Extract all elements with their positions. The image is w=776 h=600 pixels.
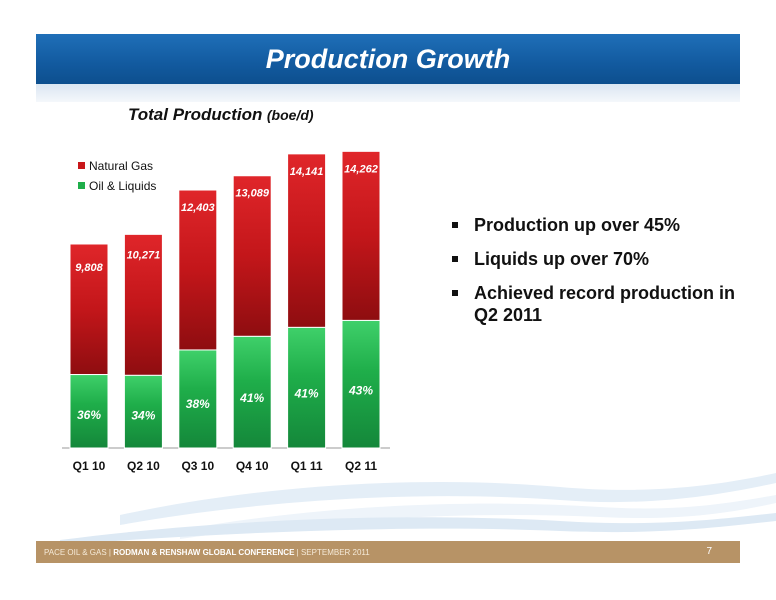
bar-natural-gas — [341, 150, 381, 321]
x-tick-label: Q1 11 — [291, 459, 323, 473]
liquids-share-label: 41% — [294, 387, 319, 401]
bullet-square-icon — [452, 290, 458, 296]
bullet-item: Liquids up over 70% — [452, 248, 742, 270]
total-label: 9,808 — [75, 262, 103, 274]
bullet-text: Liquids up over 70% — [474, 249, 650, 269]
legend-swatch-natural-gas — [78, 162, 85, 169]
chart-title-unit: (boe/d) — [266, 107, 314, 123]
liquids-share-label: 38% — [186, 397, 210, 411]
bullet-square-icon — [452, 222, 458, 228]
liquids-share-label: 43% — [348, 384, 373, 398]
liquids-share-label: 41% — [239, 391, 264, 405]
bullet-text: Achieved record production in Q2 2011 — [474, 283, 736, 325]
bar-oil-liquids — [341, 319, 381, 449]
bullet-item: Achieved record production in Q2 2011 — [452, 282, 742, 326]
total-label: 14,141 — [290, 166, 324, 178]
bar-oil-liquids — [287, 326, 327, 449]
bar-oil-liquids — [69, 374, 109, 449]
page-title: Production Growth — [265, 43, 511, 74]
legend-label-oil-liquids: Oil & Liquids — [89, 179, 156, 193]
total-label: 13,089 — [235, 188, 270, 200]
page-number: 7 — [706, 546, 712, 557]
footer-separator: | — [108, 547, 111, 557]
footer-separator: | — [296, 547, 299, 557]
footer-date: SEPTEMBER 2011 — [300, 547, 370, 557]
subheader-band — [36, 84, 740, 102]
footer-bar: PACE OIL & GAS | RODMAN & RENSHAW GLOBAL… — [36, 541, 740, 563]
legend-label-natural-gas: Natural Gas — [89, 159, 153, 173]
footer-company: PACE OIL & GAS — [44, 547, 107, 557]
liquids-share-label: 36% — [77, 408, 101, 422]
bullet-list: Production up over 45% Liquids up over 7… — [452, 214, 742, 338]
bar-oil-liquids — [123, 374, 163, 449]
bullet-text: Production up over 45% — [474, 215, 681, 235]
chart-title: Total Production (boe/d) — [128, 105, 314, 125]
bullet-item: Production up over 45% — [452, 214, 742, 236]
title-bar: Production Growth — [36, 34, 740, 84]
bar-natural-gas — [287, 153, 327, 328]
bullet-square-icon — [452, 256, 458, 262]
legend-swatch-oil-liquids — [78, 182, 85, 189]
footer-text: PACE OIL & GAS | RODMAN & RENSHAW GLOBAL… — [44, 548, 370, 557]
bar-oil-liquids — [178, 349, 218, 449]
total-label: 14,262 — [344, 163, 378, 175]
chart-title-main: Total Production — [128, 105, 263, 124]
bar-oil-liquids — [232, 335, 272, 449]
x-tick-label: Q2 10 — [127, 459, 160, 473]
total-label: 12,403 — [181, 202, 215, 214]
x-tick-label: Q2 11 — [345, 459, 377, 473]
x-tick-label: Q1 10 — [73, 459, 106, 473]
footer-conference: RODMAN & RENSHAW GLOBAL CONFERENCE — [113, 547, 295, 557]
x-tick-label: Q3 10 — [181, 459, 214, 473]
bar-natural-gas — [123, 233, 163, 376]
wave-decoration — [60, 473, 776, 545]
bar-natural-gas — [232, 175, 272, 337]
bar-natural-gas — [178, 189, 218, 351]
total-label: 10,271 — [127, 249, 161, 261]
x-tick-label: Q4 10 — [236, 459, 269, 473]
liquids-share-label: 34% — [131, 408, 155, 422]
